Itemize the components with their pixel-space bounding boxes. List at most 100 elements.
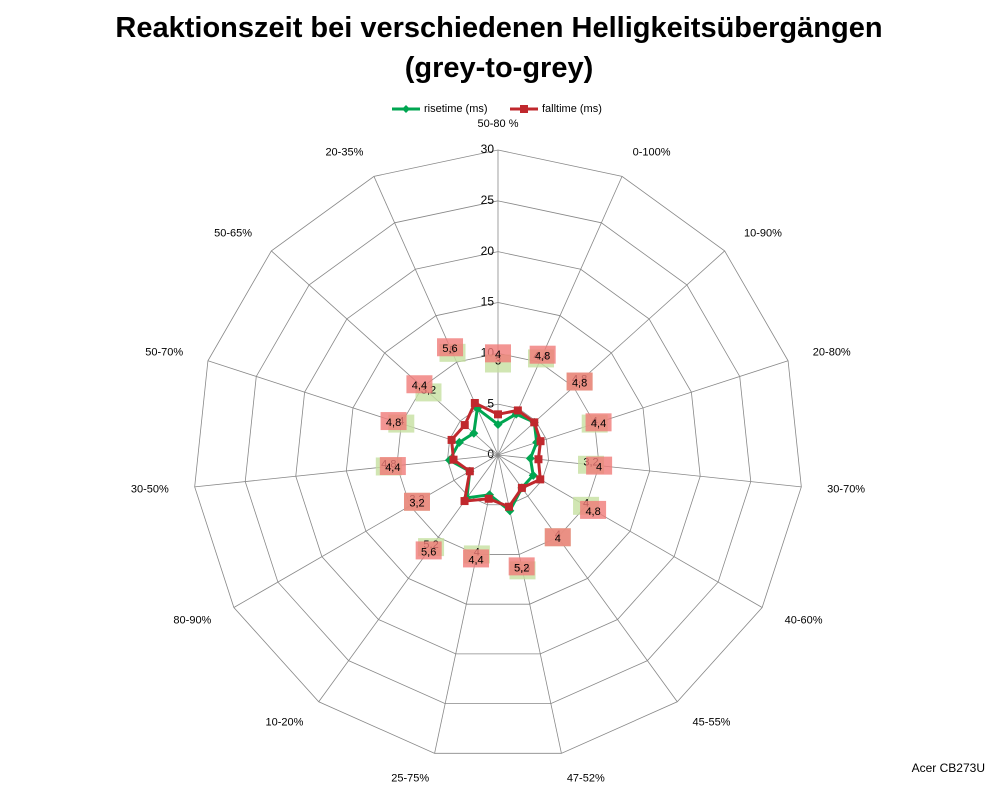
data-label-text: 4 [596, 462, 602, 474]
data-label-text: 4 [555, 533, 561, 545]
data-point [504, 502, 513, 511]
category-label: 40-60% [785, 614, 823, 626]
category-label: 30-50% [131, 484, 169, 496]
data-point [469, 428, 479, 438]
legend-marker [520, 105, 528, 113]
data-point [447, 435, 456, 444]
data-point [470, 398, 479, 407]
grid-line [194, 149, 802, 754]
data-label-text: 5,6 [421, 546, 436, 558]
data-point [454, 437, 464, 447]
data-point [525, 453, 535, 463]
data-point [449, 455, 458, 464]
y-tick-label: 25 [481, 193, 495, 207]
spoke [434, 454, 499, 754]
category-label: 10-20% [266, 717, 304, 729]
data-label-box [485, 344, 511, 363]
footer: Acer CB273U [912, 761, 985, 775]
data-label: 4,4 [406, 375, 433, 394]
category-label: 20-35% [325, 147, 363, 159]
data-label-box [586, 456, 613, 475]
data-label-box [508, 557, 535, 576]
category-label: 25-75% [391, 773, 429, 785]
category-label: 50-70% [145, 347, 183, 359]
category-label: 50-65% [214, 227, 252, 239]
data-label: 4,4 [463, 549, 490, 568]
data-point [517, 483, 526, 492]
y-tick-label: 20 [481, 244, 495, 258]
data-label: 3,2 [403, 492, 430, 511]
data-label: 4,8 [529, 345, 556, 364]
legend-marker [402, 105, 410, 113]
data-point [513, 406, 522, 415]
data-point [484, 494, 493, 503]
data-label-box [529, 345, 556, 364]
data-label: 4 [586, 456, 613, 475]
spoke [497, 454, 678, 702]
data-point [493, 420, 503, 429]
data-label-box [544, 528, 571, 547]
category-label: 20-80% [813, 347, 851, 359]
grid-line [396, 352, 600, 555]
data-label: 4,8 [580, 500, 607, 519]
data-point [528, 470, 538, 480]
data-label: 4,4 [379, 457, 406, 476]
category-label: 50-80 % [478, 118, 519, 130]
spoke [271, 250, 499, 456]
data-label-text: 4,8 [572, 377, 587, 389]
data-label-box [406, 375, 433, 394]
data-label-box [437, 338, 464, 357]
data-point [534, 455, 543, 464]
data-label: 5,2 [508, 557, 535, 576]
y-tick-label: 30 [481, 142, 495, 156]
data-label-box [585, 413, 612, 432]
data-label-text: 4,4 [468, 554, 483, 566]
spoke [233, 454, 499, 608]
data-point [536, 437, 545, 446]
spoke [497, 360, 789, 456]
data-point [460, 497, 469, 506]
data-point [530, 418, 539, 427]
spoke [497, 454, 802, 488]
legend-label: risetime (ms) [424, 103, 488, 115]
data-point [494, 410, 502, 419]
grid-line [295, 251, 701, 655]
data-label: 4 [485, 344, 511, 363]
data-label-text: 5,2 [514, 562, 529, 574]
data-label-box [566, 372, 593, 391]
category-label: 10-90% [744, 227, 782, 239]
data-label-box [380, 412, 407, 431]
data-label-box [379, 457, 406, 476]
data-label-text: 4,8 [386, 417, 401, 429]
data-label-text: 4,8 [585, 506, 600, 518]
grid-line [345, 302, 651, 605]
chart-title: Reaktionszeit bei verschiedenen Helligke… [115, 12, 883, 84]
category-label: 80-90% [173, 614, 211, 626]
data-label: 4,8 [380, 412, 407, 431]
data-label: 4,8 [566, 372, 593, 391]
data-point [460, 421, 469, 430]
category-label: 45-55% [693, 717, 731, 729]
data-label-box [415, 541, 442, 560]
data-label: 4,4 [585, 413, 612, 432]
y-tick-label: 0 [487, 447, 494, 461]
data-label-box [580, 500, 607, 519]
category-label: 47-52% [567, 773, 605, 785]
y-tick-label: 5 [487, 396, 494, 410]
data-label: 5,6 [415, 541, 442, 560]
data-label-text: 4 [495, 349, 501, 361]
data-point [465, 467, 474, 476]
spoke [318, 454, 499, 702]
category-label: 30-70% [827, 484, 865, 496]
legend-item: falltime (ms) [510, 103, 602, 115]
data-label: 4 [544, 528, 571, 547]
data-label-box [463, 549, 490, 568]
legend-label: falltime (ms) [542, 103, 602, 115]
data-point [536, 475, 545, 484]
series-line [450, 400, 543, 509]
grid-line [447, 403, 549, 506]
category-label: 0-100% [633, 147, 671, 159]
data-label-text: 4,4 [591, 418, 606, 430]
